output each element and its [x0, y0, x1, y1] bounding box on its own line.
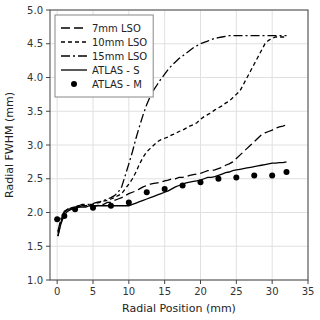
line	[58, 125, 287, 236]
tick-label: 30	[266, 286, 279, 297]
grid-line	[50, 111, 308, 112]
legend-swatch	[61, 27, 87, 28]
tick-mark	[46, 145, 50, 146]
point	[251, 172, 257, 178]
point	[144, 189, 150, 195]
point	[269, 172, 275, 178]
tick-mark	[164, 280, 165, 284]
grid	[50, 10, 308, 280]
line	[58, 37, 287, 233]
legend-swatch	[61, 55, 87, 56]
tick-mark	[46, 10, 50, 11]
tick-mark	[46, 77, 50, 78]
x-axis-label: Radial Position (mm)	[122, 302, 236, 315]
tick-label: 2.0	[27, 207, 43, 218]
tick-label: 25	[230, 286, 243, 297]
point	[126, 199, 132, 205]
tick-mark	[46, 43, 50, 44]
tick-label: 4.5	[27, 38, 43, 49]
tick-label: 5.0	[27, 5, 43, 16]
tick-mark	[308, 280, 309, 284]
point	[90, 205, 96, 211]
point	[72, 206, 78, 212]
legend: 7mm LSO 10mm LSO 15mm LSO ATLAS - S ATLAS - …	[55, 15, 153, 97]
point	[233, 174, 239, 180]
tick-label: 10	[122, 286, 135, 297]
legend-label: ATLAS - M	[92, 79, 142, 90]
point	[54, 216, 60, 222]
line	[58, 36, 287, 232]
legend-label: 7mm LSO	[92, 23, 141, 34]
chart: 0 5 10 15 20 25 30 35 1.0 1.5 2.0 2.5 3.0 3.5 4.0 4.5 5.…	[0, 0, 320, 320]
tick-label: 35	[302, 286, 315, 297]
tick-label: 2.5	[27, 173, 43, 184]
legend-label: ATLAS - S	[92, 65, 139, 76]
tick-label: 5	[90, 286, 96, 297]
legend-label: 10mm LSO	[92, 37, 147, 48]
tick-label: 15	[158, 286, 171, 297]
tick-mark	[46, 280, 50, 281]
grid-line	[50, 178, 308, 179]
tick-mark	[46, 178, 50, 179]
tick-mark	[200, 280, 201, 284]
tick-mark	[236, 280, 237, 284]
point	[61, 213, 67, 219]
tick-mark	[46, 111, 50, 112]
point	[215, 176, 221, 182]
legend-box	[55, 15, 153, 97]
point	[108, 203, 114, 209]
tick-label: 1.0	[27, 275, 43, 286]
tick-mark	[93, 280, 94, 284]
grid-line	[50, 145, 308, 146]
tick-label: 0	[54, 286, 60, 297]
legend-swatch	[61, 41, 87, 42]
tick-mark	[57, 280, 58, 284]
point	[180, 183, 186, 189]
tick-label: 3.0	[27, 140, 43, 151]
tick-mark	[128, 280, 129, 284]
tick-mark	[46, 212, 50, 213]
point	[284, 169, 290, 175]
point	[198, 179, 204, 185]
legend-label: 15mm LSO	[92, 51, 147, 62]
grid-line	[50, 246, 308, 247]
plot-frame	[50, 10, 308, 280]
tick-mark	[46, 246, 50, 247]
tick-mark	[272, 280, 273, 284]
y-axis-label: Radial FWHM (mm)	[3, 92, 16, 198]
grid-line	[50, 212, 308, 213]
axes: 0 5 10 15 20 25 30 35 1.0 1.5 2.0 2.5 3.0 3.5 4.0 4.5 5.…	[27, 5, 314, 298]
tick-label: 4.0	[27, 72, 43, 83]
legend-swatch	[71, 81, 77, 87]
point	[162, 186, 168, 192]
plot-background	[50, 10, 308, 280]
tick-label: 20	[194, 286, 207, 297]
tick-label: 1.5	[27, 241, 43, 252]
legend-swatch	[61, 69, 87, 70]
line	[58, 162, 287, 236]
tick-label: 3.5	[27, 106, 43, 117]
